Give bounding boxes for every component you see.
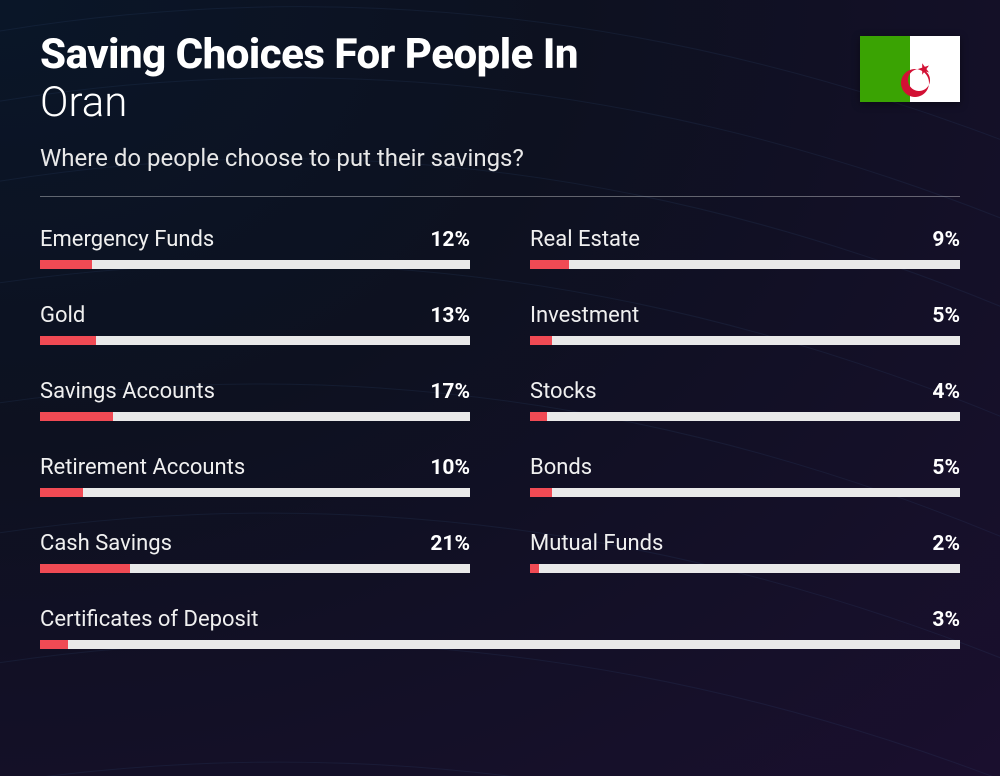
bar-mutual-funds: Mutual Funds 2% bbox=[530, 531, 960, 573]
bar-fill bbox=[40, 488, 83, 497]
bar-track bbox=[40, 260, 470, 269]
bar-fill bbox=[40, 640, 68, 649]
bar-label: Stocks bbox=[530, 379, 597, 404]
bar-stocks: Stocks 4% bbox=[530, 379, 960, 421]
bar-value: 3% bbox=[932, 608, 960, 632]
bar-certificates-of-deposit: Certificates of Deposit 3% bbox=[40, 607, 960, 649]
title-main: Saving Choices For People In bbox=[40, 32, 860, 78]
bar-label: Investment bbox=[530, 303, 639, 328]
bar-track bbox=[530, 336, 960, 345]
bar-bonds: Bonds 5% bbox=[530, 455, 960, 497]
bar-value: 5% bbox=[932, 304, 960, 328]
bar-label: Certificates of Deposit bbox=[40, 607, 258, 632]
bar-track bbox=[530, 564, 960, 573]
bar-investment: Investment 5% bbox=[530, 303, 960, 345]
bar-fill bbox=[530, 488, 552, 497]
bar-label: Bonds bbox=[530, 455, 592, 480]
bar-fill bbox=[40, 564, 130, 573]
bar-value: 12% bbox=[430, 228, 470, 252]
bar-savings-accounts: Savings Accounts 17% bbox=[40, 379, 470, 421]
bar-value: 21% bbox=[430, 532, 470, 556]
bar-label: Real Estate bbox=[530, 227, 640, 252]
bar-track bbox=[530, 412, 960, 421]
title-city: Oran bbox=[40, 80, 860, 126]
bar-fill bbox=[40, 412, 113, 421]
divider bbox=[40, 196, 960, 197]
bar-fill bbox=[40, 336, 96, 345]
bar-fill bbox=[530, 336, 552, 345]
bar-track bbox=[40, 336, 470, 345]
bar-fill bbox=[40, 260, 92, 269]
bar-track bbox=[40, 488, 470, 497]
bar-emergency-funds: Emergency Funds 12% bbox=[40, 227, 470, 269]
bars-grid: Emergency Funds 12% Real Estate 9% Gold … bbox=[40, 227, 960, 649]
bar-label: Savings Accounts bbox=[40, 379, 215, 404]
bar-track bbox=[40, 412, 470, 421]
bar-retirement-accounts: Retirement Accounts 10% bbox=[40, 455, 470, 497]
bar-track bbox=[40, 640, 960, 649]
bar-value: 2% bbox=[932, 532, 960, 556]
bar-value: 5% bbox=[932, 456, 960, 480]
title-block: Saving Choices For People In Oran Where … bbox=[40, 32, 860, 172]
bar-track bbox=[530, 260, 960, 269]
bar-label: Emergency Funds bbox=[40, 227, 214, 252]
bar-label: Retirement Accounts bbox=[40, 455, 245, 480]
bar-fill bbox=[530, 260, 569, 269]
bar-fill bbox=[530, 412, 547, 421]
bar-value: 9% bbox=[932, 228, 960, 252]
bar-label: Cash Savings bbox=[40, 531, 172, 556]
bar-fill bbox=[530, 564, 539, 573]
bar-cash-savings: Cash Savings 21% bbox=[40, 531, 470, 573]
bar-value: 4% bbox=[932, 380, 960, 404]
bar-real-estate: Real Estate 9% bbox=[530, 227, 960, 269]
bar-value: 13% bbox=[430, 304, 470, 328]
subtitle: Where do people choose to put their savi… bbox=[40, 144, 860, 172]
bar-value: 10% bbox=[430, 456, 470, 480]
bar-value: 17% bbox=[430, 380, 470, 404]
bar-gold: Gold 13% bbox=[40, 303, 470, 345]
algeria-flag-icon bbox=[860, 36, 960, 102]
bar-label: Gold bbox=[40, 303, 85, 328]
bar-track bbox=[530, 488, 960, 497]
bar-label: Mutual Funds bbox=[530, 531, 663, 556]
bar-track bbox=[40, 564, 470, 573]
